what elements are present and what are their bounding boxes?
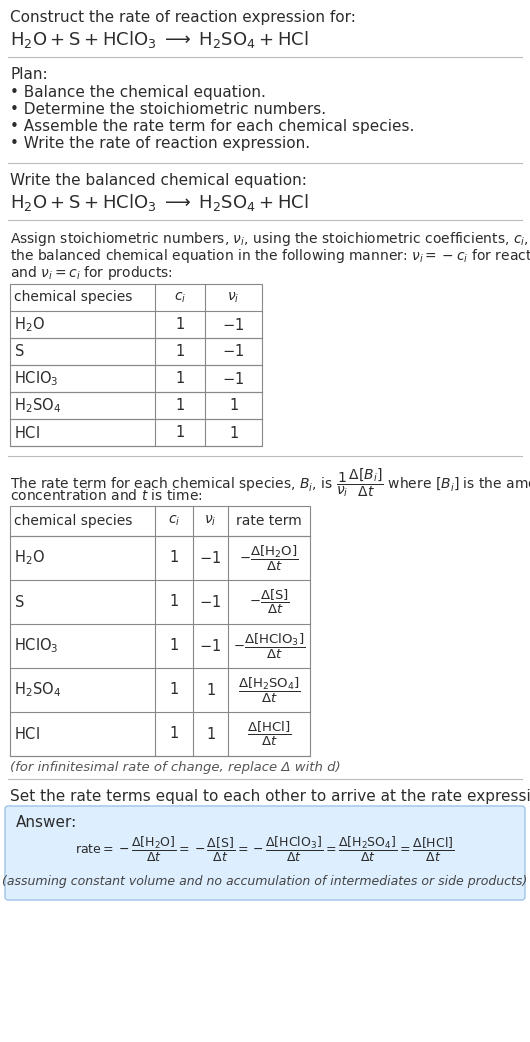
Text: and $\nu_i = c_i$ for products:: and $\nu_i = c_i$ for products: <box>10 264 173 282</box>
Text: $-1$: $-1$ <box>199 594 222 610</box>
Text: 1: 1 <box>170 595 179 610</box>
Text: Assign stoichiometric numbers, $\nu_i$, using the stoichiometric coefficients, $: Assign stoichiometric numbers, $\nu_i$, … <box>10 230 530 248</box>
Text: $\nu_i$: $\nu_i$ <box>204 514 217 528</box>
Text: $\mathrm{H_2SO_4}$: $\mathrm{H_2SO_4}$ <box>14 396 61 415</box>
Text: • Determine the stoichiometric numbers.: • Determine the stoichiometric numbers. <box>10 102 326 117</box>
Text: Set the rate terms equal to each other to arrive at the rate expression:: Set the rate terms equal to each other t… <box>10 789 530 804</box>
Text: $\mathrm{HCl}$: $\mathrm{HCl}$ <box>14 424 40 441</box>
Text: • Write the rate of reaction expression.: • Write the rate of reaction expression. <box>10 137 310 151</box>
Text: $\mathrm{S}$: $\mathrm{S}$ <box>14 344 24 359</box>
Text: 1: 1 <box>175 425 184 440</box>
Text: Answer:: Answer: <box>16 815 77 830</box>
Text: the balanced chemical equation in the following manner: $\nu_i = -c_i$ for react: the balanced chemical equation in the fo… <box>10 247 530 265</box>
Text: $\mathrm{H_2SO_4}$: $\mathrm{H_2SO_4}$ <box>14 680 61 699</box>
Text: 1: 1 <box>175 344 184 359</box>
Text: The rate term for each chemical species, $B_i$, is $\dfrac{1}{\nu_i}\dfrac{\Delt: The rate term for each chemical species,… <box>10 466 530 499</box>
Text: rate term: rate term <box>236 514 302 528</box>
Text: $\mathrm{S}$: $\mathrm{S}$ <box>14 594 24 610</box>
Text: $\dfrac{\Delta[\mathrm{HCl}]}{\Delta t}$: $\dfrac{\Delta[\mathrm{HCl}]}{\Delta t}$ <box>247 720 291 748</box>
Bar <box>10 284 262 446</box>
FancyBboxPatch shape <box>5 807 525 900</box>
Text: 1: 1 <box>170 726 179 742</box>
Text: $\mathrm{H_2O}$: $\mathrm{H_2O}$ <box>14 549 45 567</box>
Text: $\dfrac{\Delta[\mathrm{H_2SO_4}]}{\Delta t}$: $\dfrac{\Delta[\mathrm{H_2SO_4}]}{\Delta… <box>237 675 301 704</box>
Text: 1: 1 <box>170 683 179 697</box>
Text: 1: 1 <box>175 317 184 332</box>
Text: $-1$: $-1$ <box>223 344 244 359</box>
Text: $-1$: $-1$ <box>223 371 244 387</box>
Text: $1$: $1$ <box>206 726 215 742</box>
Text: 1: 1 <box>170 550 179 566</box>
Text: $1$: $1$ <box>228 397 239 414</box>
Text: • Assemble the rate term for each chemical species.: • Assemble the rate term for each chemic… <box>10 119 414 134</box>
Text: concentration and $t$ is time:: concentration and $t$ is time: <box>10 488 202 503</box>
Text: chemical species: chemical species <box>14 514 132 528</box>
Text: $\mathrm{H_2O + S + HClO_3 \;\longrightarrow\; H_2SO_4 + HCl}$: $\mathrm{H_2O + S + HClO_3 \;\longrighta… <box>10 192 308 213</box>
Text: $\mathrm{HClO_3}$: $\mathrm{HClO_3}$ <box>14 369 59 388</box>
Text: $\mathrm{H_2O + S + HClO_3 \;\longrightarrow\; H_2SO_4 + HCl}$: $\mathrm{H_2O + S + HClO_3 \;\longrighta… <box>10 29 308 50</box>
Text: $-1$: $-1$ <box>199 638 222 654</box>
Text: 1: 1 <box>170 639 179 653</box>
Text: 1: 1 <box>175 371 184 386</box>
Text: $1$: $1$ <box>206 683 215 698</box>
Text: (assuming constant volume and no accumulation of intermediates or side products): (assuming constant volume and no accumul… <box>2 875 528 888</box>
Text: $\nu_i$: $\nu_i$ <box>227 291 240 304</box>
Text: $c_i$: $c_i$ <box>174 291 186 304</box>
Text: chemical species: chemical species <box>14 291 132 304</box>
Bar <box>10 506 310 756</box>
Text: $\mathrm{HCl}$: $\mathrm{HCl}$ <box>14 726 40 742</box>
Text: $c_i$: $c_i$ <box>168 514 180 528</box>
Text: Write the balanced chemical equation:: Write the balanced chemical equation: <box>10 173 307 188</box>
Text: 1: 1 <box>175 398 184 413</box>
Text: $\mathrm{HClO_3}$: $\mathrm{HClO_3}$ <box>14 637 59 655</box>
Text: $-\dfrac{\Delta[\mathrm{HClO_3}]}{\Delta t}$: $-\dfrac{\Delta[\mathrm{HClO_3}]}{\Delta… <box>233 631 305 661</box>
Text: (for infinitesimal rate of change, replace Δ with d): (for infinitesimal rate of change, repla… <box>10 761 341 774</box>
Text: $-1$: $-1$ <box>223 317 244 332</box>
Text: $1$: $1$ <box>228 424 239 441</box>
Text: • Balance the chemical equation.: • Balance the chemical equation. <box>10 85 266 100</box>
Text: $\mathrm{rate} = -\dfrac{\Delta[\mathrm{H_2O}]}{\Delta t} = -\dfrac{\Delta[\math: $\mathrm{rate} = -\dfrac{\Delta[\mathrm{… <box>75 835 455 864</box>
Text: $\mathrm{H_2O}$: $\mathrm{H_2O}$ <box>14 315 45 333</box>
Text: Plan:: Plan: <box>10 67 48 82</box>
Text: $-1$: $-1$ <box>199 550 222 566</box>
Text: Construct the rate of reaction expression for:: Construct the rate of reaction expressio… <box>10 10 356 25</box>
Text: $-\dfrac{\Delta[\mathrm{S}]}{\Delta t}$: $-\dfrac{\Delta[\mathrm{S}]}{\Delta t}$ <box>249 588 289 616</box>
Text: $-\dfrac{\Delta[\mathrm{H_2O}]}{\Delta t}$: $-\dfrac{\Delta[\mathrm{H_2O}]}{\Delta t… <box>240 543 298 573</box>
